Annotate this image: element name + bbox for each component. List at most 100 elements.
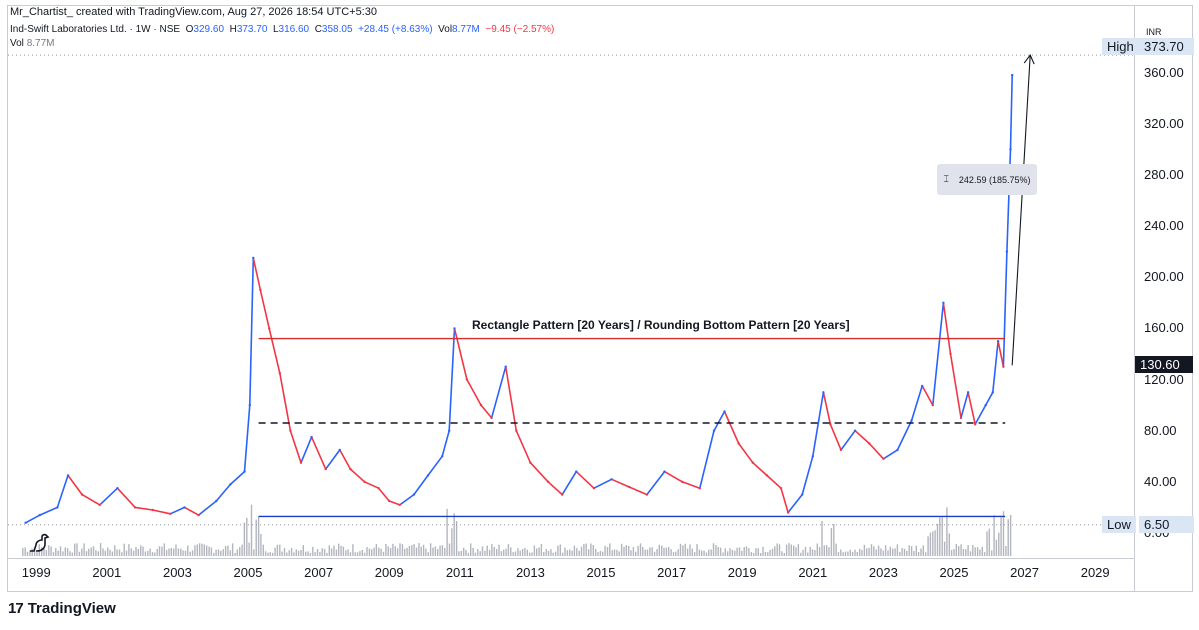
volume-bar bbox=[22, 548, 24, 556]
price-range-measure[interactable]: ⌶ 242.59 (185.75%) bbox=[937, 164, 1037, 195]
volume-bar bbox=[788, 543, 790, 556]
volume-bar bbox=[31, 548, 33, 556]
price-point bbox=[1011, 73, 1014, 77]
volume-bar bbox=[392, 543, 394, 556]
volume-bar bbox=[833, 523, 835, 556]
volume-bar bbox=[411, 545, 413, 556]
year-tick-label: 2025 bbox=[939, 565, 969, 580]
price-segment bbox=[259, 289, 270, 329]
price-segment bbox=[427, 455, 443, 476]
volume-bar bbox=[986, 531, 988, 556]
year-tick-label: 2007 bbox=[304, 565, 334, 580]
price-segment bbox=[339, 449, 352, 470]
volume-bar bbox=[144, 551, 147, 556]
volume-bar bbox=[283, 548, 286, 556]
volume-bar bbox=[639, 543, 642, 556]
volume-bar bbox=[312, 546, 314, 556]
volume-bar bbox=[722, 552, 724, 556]
volume-bar bbox=[288, 550, 290, 556]
price-segment bbox=[949, 353, 962, 419]
volume-bar bbox=[236, 549, 238, 556]
last-price-tag[interactable]: 130.60 bbox=[1135, 356, 1193, 373]
volume-bar bbox=[887, 550, 889, 556]
volume-bar bbox=[625, 545, 627, 556]
projection-arrow-line[interactable] bbox=[1011, 55, 1031, 366]
price-segment bbox=[547, 481, 563, 496]
volume-bar bbox=[533, 545, 536, 556]
price-segment bbox=[967, 392, 976, 425]
volume-bar bbox=[246, 517, 248, 556]
volume-bar bbox=[783, 553, 785, 556]
volume-bar bbox=[995, 539, 998, 556]
volume-bar bbox=[915, 545, 917, 556]
volume-bar bbox=[694, 552, 696, 556]
volume-bar bbox=[670, 549, 672, 556]
volume-bar bbox=[559, 544, 561, 556]
year-tick-label: 2019 bbox=[727, 565, 757, 580]
price-segment bbox=[723, 411, 740, 444]
volume-bar bbox=[795, 547, 797, 556]
volume-bar bbox=[809, 546, 811, 556]
volume-bar bbox=[451, 528, 453, 556]
price-point bbox=[801, 493, 804, 496]
close-value: 358.05 bbox=[321, 24, 353, 35]
volume-bar bbox=[649, 547, 651, 556]
volume-bar bbox=[785, 544, 788, 556]
volume-bar bbox=[88, 548, 90, 556]
volume-bar bbox=[684, 543, 686, 556]
volume-bar bbox=[380, 548, 382, 556]
volume-legend[interactable]: Vol 8.77M bbox=[10, 38, 54, 49]
volume-bar bbox=[99, 543, 102, 556]
price-axis[interactable] bbox=[1134, 6, 1135, 591]
volume-bar bbox=[974, 547, 976, 556]
volume-bar bbox=[429, 543, 432, 556]
volume-bar bbox=[602, 551, 604, 556]
volume-bar bbox=[545, 549, 547, 556]
volume-bar bbox=[472, 547, 474, 556]
high-label: H bbox=[229, 24, 237, 35]
volume-bar bbox=[198, 543, 201, 556]
volume-bar bbox=[835, 543, 837, 556]
volume-bar bbox=[793, 545, 795, 556]
volume-bar bbox=[738, 547, 741, 556]
currency-label[interactable]: INR bbox=[1146, 27, 1162, 37]
vol-value: 8.77M bbox=[452, 24, 480, 35]
vol-label: Vol bbox=[438, 24, 453, 35]
price-segment bbox=[896, 420, 913, 451]
price-segment bbox=[910, 385, 923, 421]
volume-bar bbox=[917, 552, 920, 556]
price-segment bbox=[932, 302, 945, 406]
price-segment bbox=[413, 474, 429, 496]
volume-bar bbox=[286, 552, 288, 556]
symbol-line[interactable]: Ind-Swift Laboratories Ltd. · 1W · NSE bbox=[10, 24, 181, 35]
price-point bbox=[490, 416, 493, 420]
volume-bar bbox=[345, 550, 347, 556]
low-tag-value: 6.50 bbox=[1139, 516, 1194, 533]
volume-bar bbox=[573, 545, 576, 556]
volume-bar bbox=[95, 550, 97, 556]
price-point bbox=[698, 487, 701, 490]
year-tick-label: 1999 bbox=[21, 565, 51, 580]
volume-bar bbox=[342, 546, 345, 556]
volume-bar bbox=[493, 547, 495, 556]
price-segment bbox=[184, 506, 199, 516]
volume-bar bbox=[512, 552, 514, 556]
dinosaur-icon[interactable] bbox=[28, 532, 50, 554]
price-point bbox=[561, 493, 564, 496]
volume-bar bbox=[156, 548, 158, 556]
time-axis[interactable] bbox=[8, 558, 1134, 559]
volume-bar bbox=[361, 550, 363, 556]
pattern-annotation[interactable]: Rectangle Pattern [20 Years] / Rounding … bbox=[472, 318, 850, 332]
volume-bar bbox=[125, 550, 128, 556]
price-point bbox=[248, 403, 251, 407]
volume-bar bbox=[840, 549, 842, 556]
volume-bar bbox=[521, 549, 524, 556]
price-tick-label: 360.00 bbox=[1144, 64, 1184, 80]
tradingview-logo[interactable]: 17 TradingView bbox=[8, 600, 116, 617]
volume-bar bbox=[712, 543, 715, 556]
volume-bar bbox=[771, 548, 774, 556]
volume-bar bbox=[274, 547, 276, 556]
price-point bbox=[465, 378, 469, 381]
volume-bar bbox=[446, 508, 448, 556]
